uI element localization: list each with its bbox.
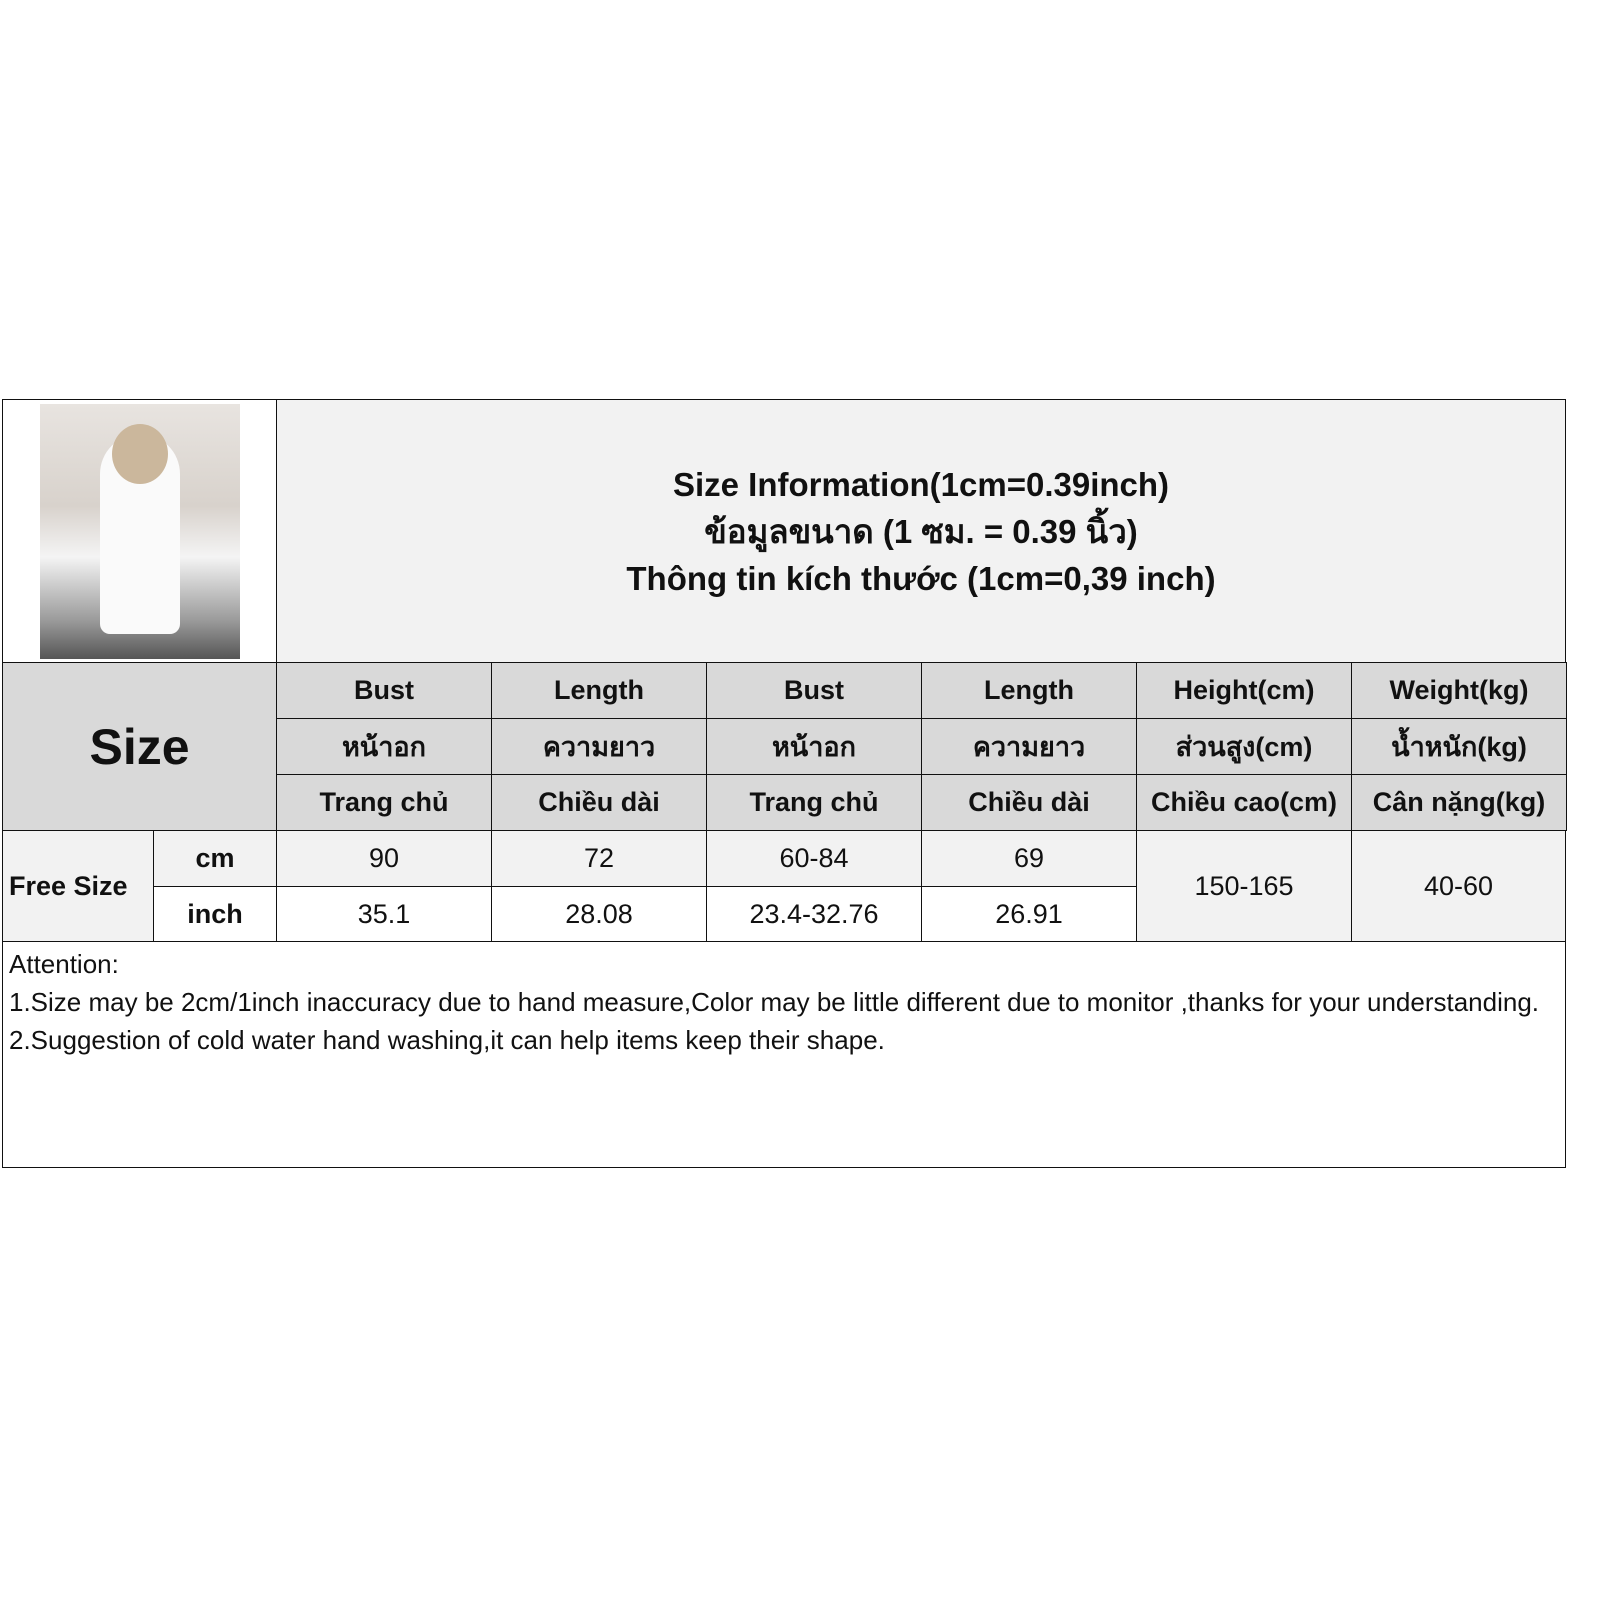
title-en: Size Information(1cm=0.39inch) <box>672 465 1170 503</box>
column-header: หน้าอก <box>276 718 492 775</box>
column-header: Weight(kg) <box>1351 662 1567 719</box>
attention-notes: Attention: 1.Size may be 2cm/1inch inacc… <box>2 941 1566 1168</box>
size-header: Size <box>2 662 277 831</box>
column-header: Trang chủ <box>706 774 922 831</box>
inch-value: 35.1 <box>276 886 492 942</box>
cm-value: 90 <box>276 830 492 887</box>
attention-line-2: 2.Suggestion of cold water hand washing,… <box>9 1025 885 1055</box>
cm-value: 60-84 <box>706 830 922 887</box>
weight-value: 40-60 <box>1351 830 1566 942</box>
inch-value: 26.91 <box>921 886 1137 942</box>
column-header: ความยาว <box>921 718 1137 775</box>
column-header: Length <box>491 662 707 719</box>
column-header: Cân nặng(kg) <box>1351 774 1567 831</box>
unit-inch: inch <box>153 886 277 942</box>
column-header: Bust <box>276 662 492 719</box>
inch-value: 28.08 <box>491 886 707 942</box>
size-info-title: Size Information(1cm=0.39inch) ข้อมูลขนา… <box>276 399 1566 663</box>
column-header: ความยาว <box>491 718 707 775</box>
column-header: น้ำหนัก(kg) <box>1351 718 1567 775</box>
column-header: Chiều dài <box>491 774 707 831</box>
inch-value: 23.4-32.76 <box>706 886 922 942</box>
title-vi: Thông tin kích thước (1cm=0,39 inch) <box>626 559 1216 597</box>
product-photo <box>40 404 240 659</box>
attention-heading: Attention: <box>9 949 119 979</box>
attention-line-1: 1.Size may be 2cm/1inch inaccuracy due t… <box>9 987 1540 1017</box>
column-header: Height(cm) <box>1136 662 1352 719</box>
column-header: Chiều dài <box>921 774 1137 831</box>
column-header: หน้าอก <box>706 718 922 775</box>
height-value: 150-165 <box>1136 830 1352 942</box>
column-header: ส่วนสูง(cm) <box>1136 718 1352 775</box>
cm-value: 72 <box>491 830 707 887</box>
unit-cm: cm <box>153 830 277 887</box>
column-header: Chiều cao(cm) <box>1136 774 1352 831</box>
row-name: Free Size <box>2 830 154 942</box>
cm-value: 69 <box>921 830 1137 887</box>
title-th: ข้อมูลขนาด (1 ซม. = 0.39 นิ้ว) <box>704 512 1138 550</box>
column-header: Trang chủ <box>276 774 492 831</box>
column-header: Length <box>921 662 1137 719</box>
column-header: Bust <box>706 662 922 719</box>
